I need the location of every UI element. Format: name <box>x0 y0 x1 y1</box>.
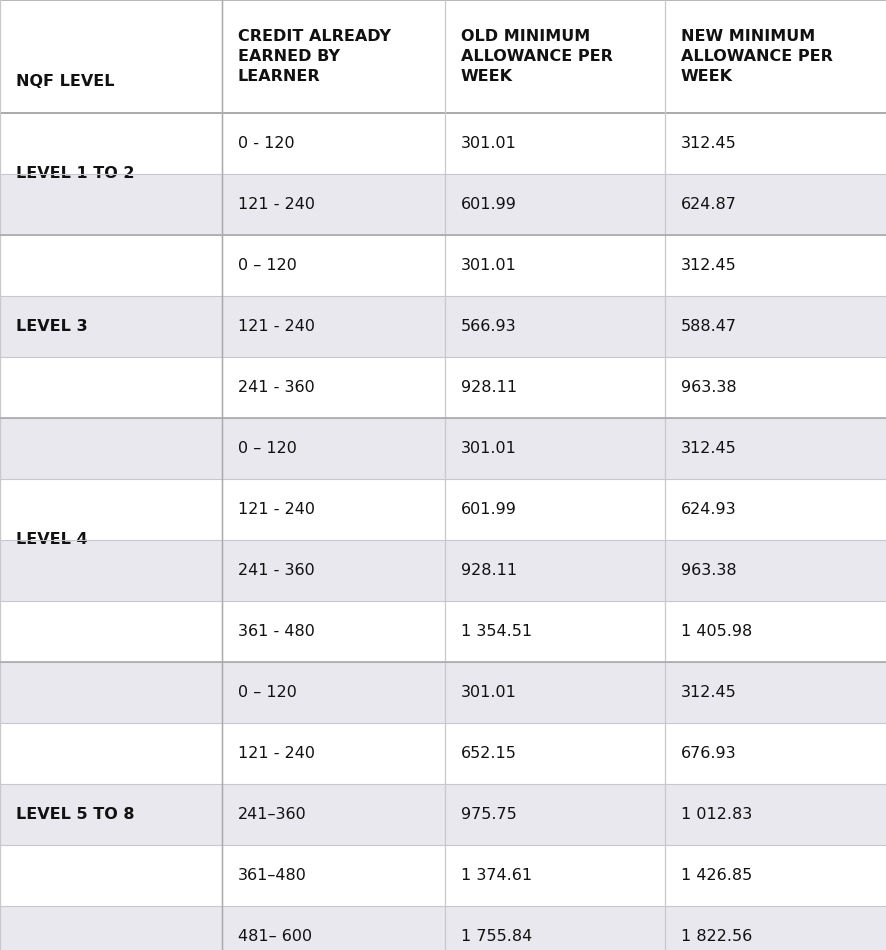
Bar <box>0 0 886 113</box>
Text: 624.87: 624.87 <box>680 197 736 212</box>
Bar <box>0 235 886 296</box>
Text: 312.45: 312.45 <box>680 685 736 700</box>
Bar <box>0 784 886 845</box>
Text: LEVEL 3: LEVEL 3 <box>16 319 88 334</box>
Bar <box>0 662 886 723</box>
Text: 241 - 360: 241 - 360 <box>237 563 315 578</box>
Text: 0 - 120: 0 - 120 <box>237 136 294 151</box>
Text: 963.38: 963.38 <box>680 563 735 578</box>
Text: 1 405.98: 1 405.98 <box>680 624 751 639</box>
Bar <box>0 357 886 418</box>
Text: LEVEL 1 TO 2: LEVEL 1 TO 2 <box>16 166 135 181</box>
Text: 566.93: 566.93 <box>461 319 516 334</box>
Text: 624.93: 624.93 <box>680 502 735 517</box>
Text: 1 012.83: 1 012.83 <box>680 807 751 822</box>
Text: 121 - 240: 121 - 240 <box>237 746 315 761</box>
Text: 1 755.84: 1 755.84 <box>461 929 532 944</box>
Text: 241–360: 241–360 <box>237 807 307 822</box>
Text: 241 - 360: 241 - 360 <box>237 380 315 395</box>
Bar <box>0 601 886 662</box>
Text: 312.45: 312.45 <box>680 441 736 456</box>
Text: 121 - 240: 121 - 240 <box>237 319 315 334</box>
Bar <box>0 113 886 174</box>
Text: 301.01: 301.01 <box>461 258 517 273</box>
Bar <box>0 906 886 950</box>
Text: 301.01: 301.01 <box>461 441 517 456</box>
Text: LEVEL 5 TO 8: LEVEL 5 TO 8 <box>16 807 135 822</box>
Text: 1 374.61: 1 374.61 <box>461 868 532 883</box>
Bar <box>0 174 886 235</box>
Text: NQF LEVEL: NQF LEVEL <box>16 74 114 89</box>
Text: 601.99: 601.99 <box>461 502 517 517</box>
Bar <box>0 540 886 601</box>
Text: LEVEL 4: LEVEL 4 <box>16 533 88 547</box>
Bar <box>0 845 886 906</box>
Text: 121 - 240: 121 - 240 <box>237 502 315 517</box>
Bar <box>0 723 886 784</box>
Text: 975.75: 975.75 <box>461 807 517 822</box>
Text: 361–480: 361–480 <box>237 868 307 883</box>
Text: 676.93: 676.93 <box>680 746 735 761</box>
Text: 963.38: 963.38 <box>680 380 735 395</box>
Text: NEW MINIMUM
ALLOWANCE PER
WEEK: NEW MINIMUM ALLOWANCE PER WEEK <box>680 29 832 84</box>
Bar <box>0 296 886 357</box>
Text: 361 - 480: 361 - 480 <box>237 624 315 639</box>
Text: 312.45: 312.45 <box>680 258 736 273</box>
Text: 1 426.85: 1 426.85 <box>680 868 751 883</box>
Text: 588.47: 588.47 <box>680 319 736 334</box>
Text: 928.11: 928.11 <box>461 380 517 395</box>
Text: 1 354.51: 1 354.51 <box>461 624 532 639</box>
Text: 0 – 120: 0 – 120 <box>237 441 297 456</box>
Text: OLD MINIMUM
ALLOWANCE PER
WEEK: OLD MINIMUM ALLOWANCE PER WEEK <box>461 29 612 84</box>
Text: 312.45: 312.45 <box>680 136 736 151</box>
Text: 301.01: 301.01 <box>461 685 517 700</box>
Text: 601.99: 601.99 <box>461 197 517 212</box>
Text: 1 822.56: 1 822.56 <box>680 929 751 944</box>
Bar <box>0 479 886 540</box>
Text: 652.15: 652.15 <box>461 746 517 761</box>
Text: 928.11: 928.11 <box>461 563 517 578</box>
Text: 481– 600: 481– 600 <box>237 929 312 944</box>
Text: 0 – 120: 0 – 120 <box>237 685 297 700</box>
Text: 0 – 120: 0 – 120 <box>237 258 297 273</box>
Text: 121 - 240: 121 - 240 <box>237 197 315 212</box>
Text: CREDIT ALREADY
EARNED BY
LEARNER: CREDIT ALREADY EARNED BY LEARNER <box>237 29 391 84</box>
Bar <box>0 418 886 479</box>
Text: 301.01: 301.01 <box>461 136 517 151</box>
